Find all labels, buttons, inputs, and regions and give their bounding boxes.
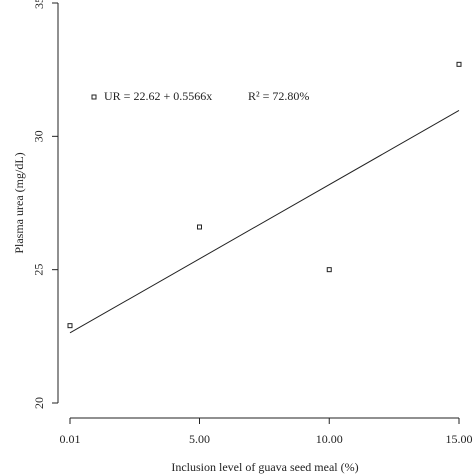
point (67, 323, 73, 329)
x-tick-label: 10.00 (316, 432, 343, 446)
x-tick-label: 5.00 (189, 432, 210, 446)
y-tick-label: 35 (32, 0, 46, 9)
equation: UR = 22.62 + 0.5566x (104, 89, 212, 103)
x-axis-label: Inclusion level of guava seed meal (%) (171, 460, 358, 474)
y-tick-label: 20 (32, 397, 46, 409)
y-tick-label: 30 (32, 130, 46, 142)
point (456, 61, 462, 67)
point (326, 267, 332, 273)
y-tick-label: 25 (32, 264, 46, 276)
y-axis-label: Plasma urea (mg/dL) (12, 152, 26, 253)
r-squared: R² = 72.80% (248, 89, 309, 103)
legend-symbol (91, 94, 97, 100)
x-tick-label: 0.01 (60, 432, 81, 446)
fit-line (69, 110, 460, 334)
point (196, 224, 202, 230)
x-tick-label: 15.00 (446, 432, 473, 446)
